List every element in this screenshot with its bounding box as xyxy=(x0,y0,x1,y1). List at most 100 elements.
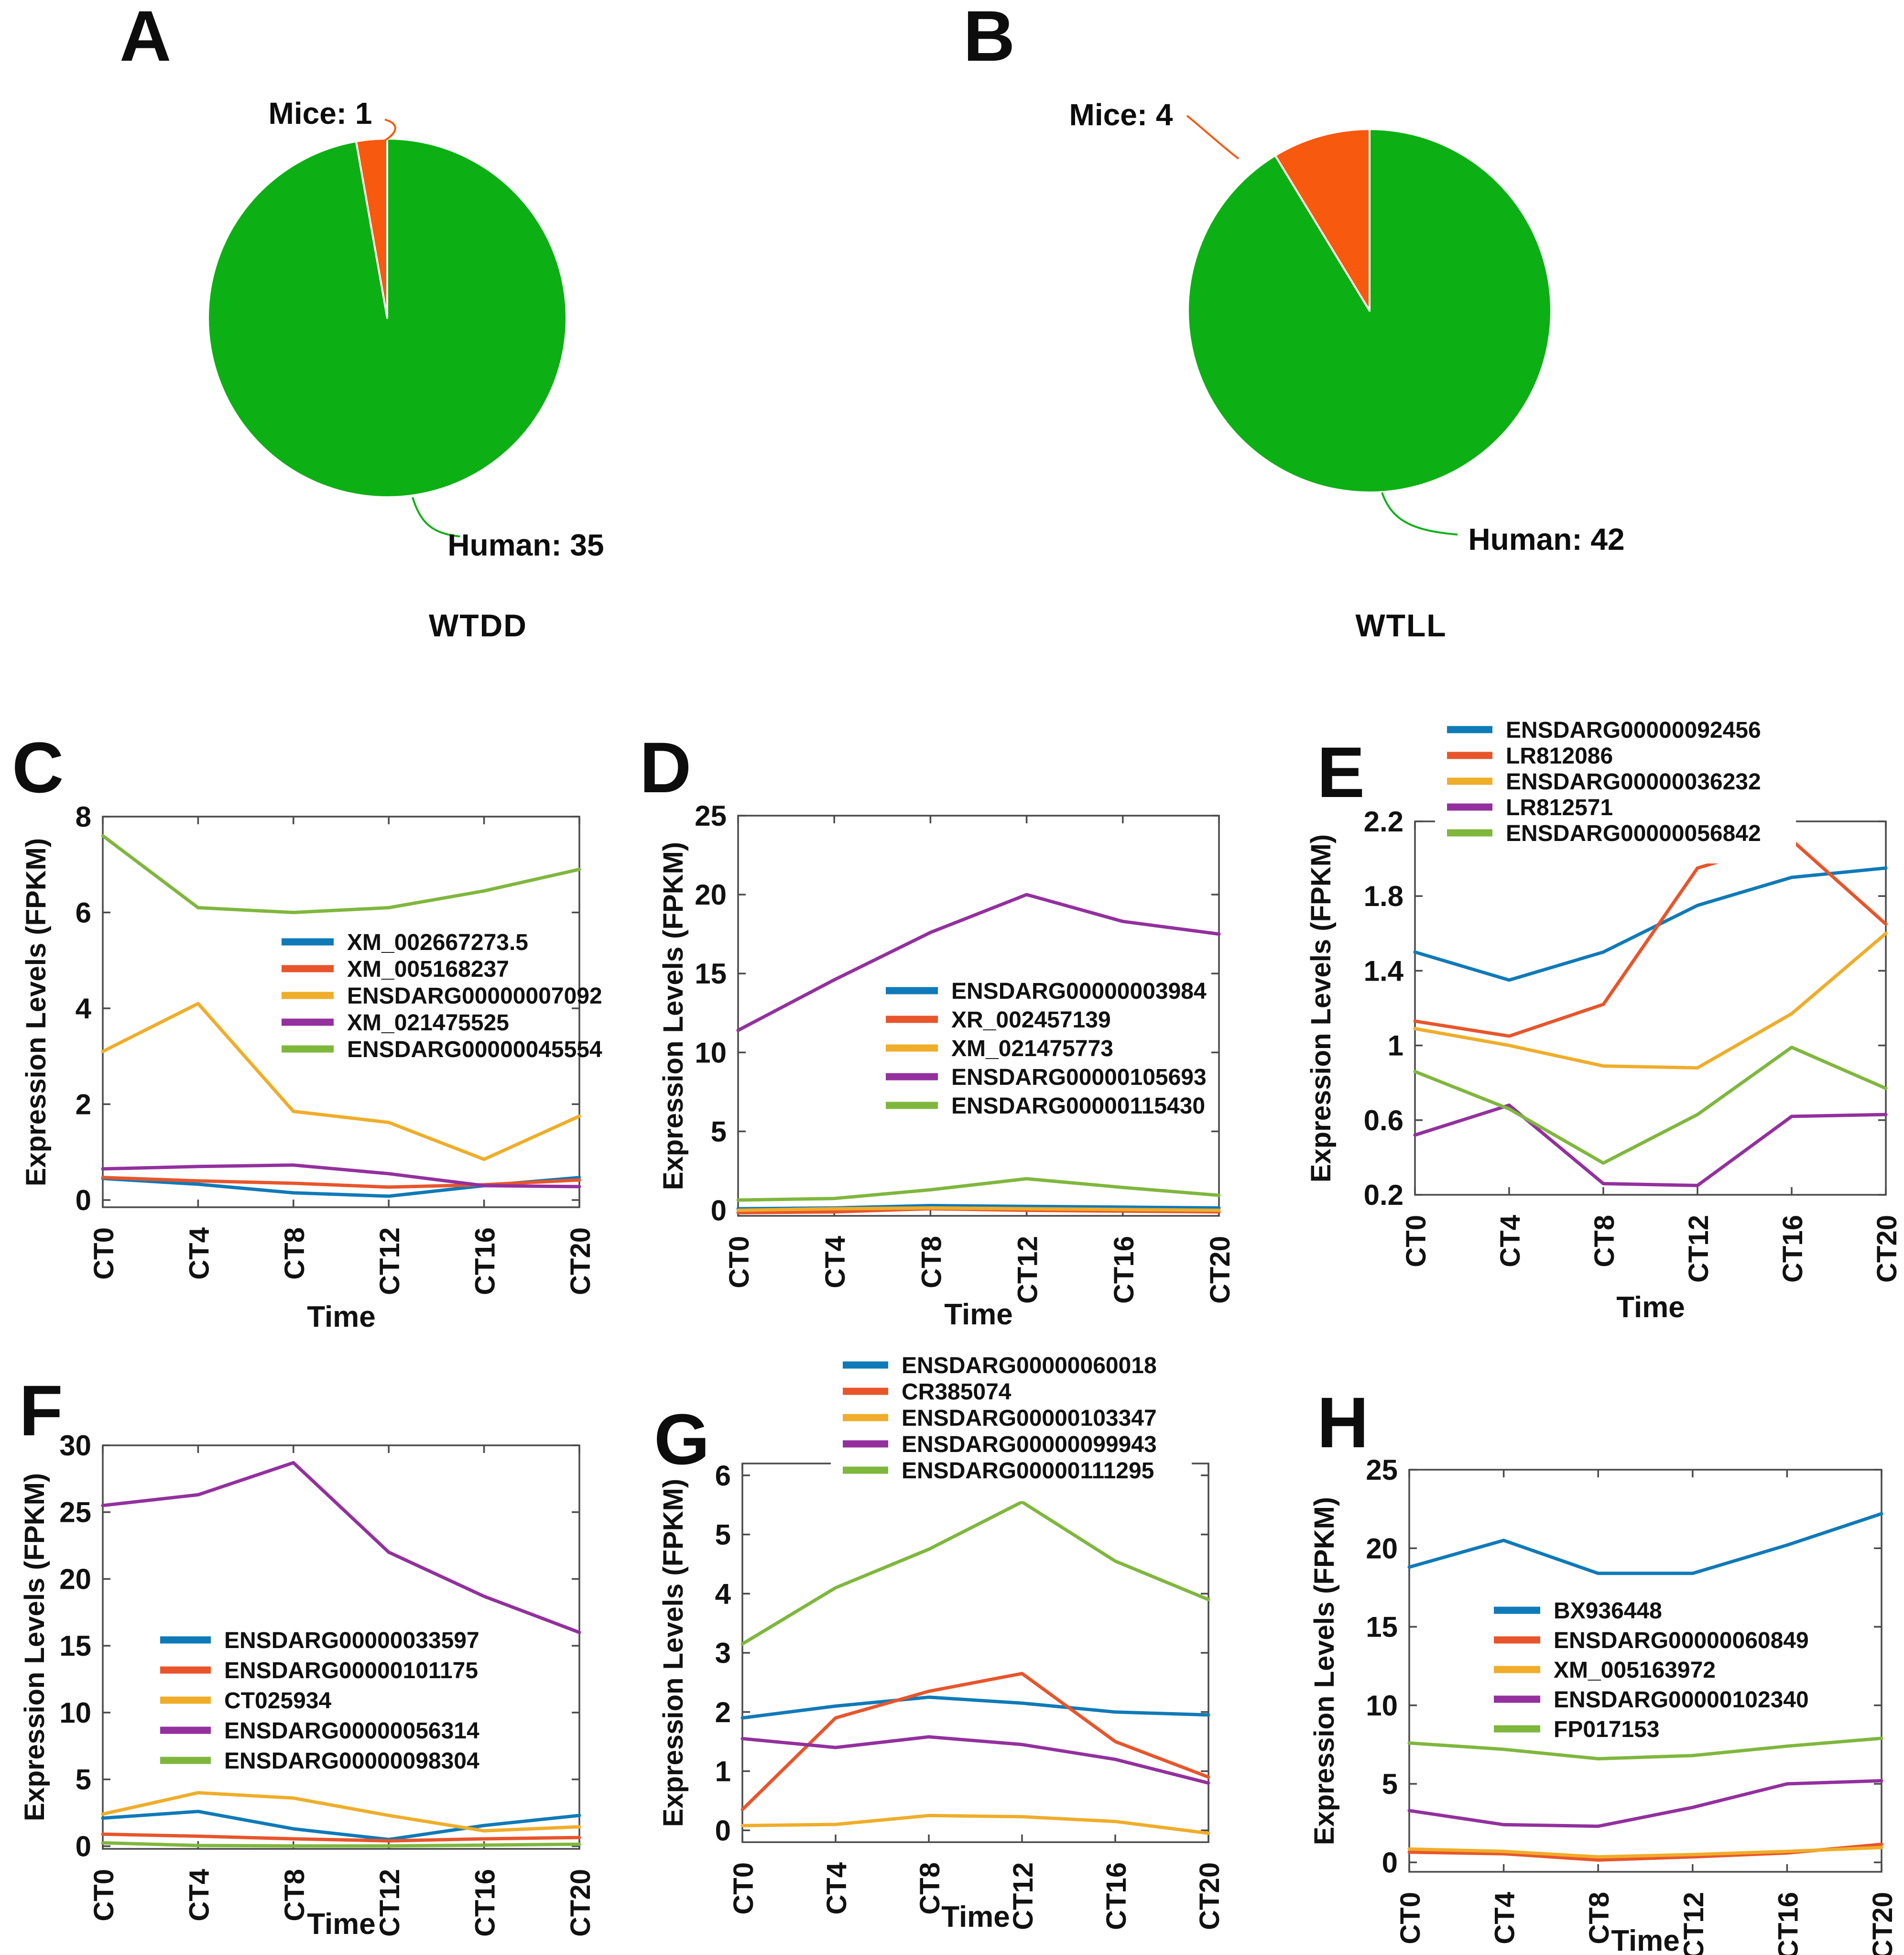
legend-label: LR812086 xyxy=(1506,743,1613,769)
x-axis-label: Time xyxy=(1616,1291,1685,1324)
y-tick-label: 0 xyxy=(1382,1846,1398,1879)
series-line-ENSDARG00000056842 xyxy=(1413,1046,1888,1165)
legend-background xyxy=(1435,710,1796,863)
pie-title-wtll: WTLL xyxy=(1355,608,1447,643)
legend-label: XR_002457139 xyxy=(951,1007,1111,1033)
legend-label: XM_005163972 xyxy=(1554,1658,1716,1683)
panel-letter-c: C xyxy=(12,727,64,808)
legend-label: ENSDARG00000111295 xyxy=(902,1458,1154,1484)
x-tick-label: CT16 xyxy=(1101,1862,1132,1930)
y-tick-label: 2 xyxy=(715,1696,731,1728)
series-line-ENSDARG00000033597 xyxy=(101,1810,581,1841)
series-line-ENSDARG00000102340 xyxy=(1407,1779,1883,1828)
series-line-ENSDARG00000115430 xyxy=(736,1177,1221,1202)
y-axis-label: Expression Levels (FPKM) xyxy=(1306,834,1337,1182)
legend-label: XM_002667273.5 xyxy=(347,930,528,955)
pie-slice-0 xyxy=(1274,128,1371,312)
y-tick-label: 0 xyxy=(76,1830,91,1862)
panel-a-pie-wtdd: A Mice: 1 Human: 35 WTDD xyxy=(0,0,952,684)
x-tick-label: CT12 xyxy=(1678,1892,1709,1955)
legend-background xyxy=(831,1353,1192,1501)
label-leader-line xyxy=(1186,115,1240,160)
series-line-ENSDARG00000045554 xyxy=(101,834,581,914)
series-line-ENSDARG00000111295 xyxy=(740,1500,1210,1646)
y-tick-label: 5 xyxy=(711,1115,727,1147)
legend-label: CT025934 xyxy=(224,1688,331,1714)
series-line-LR812086 xyxy=(1413,838,1888,1038)
pie-slice-1 xyxy=(1187,128,1553,493)
panel-d-line-chart: D 0 5 10 15 20 25 CT0 CT4 CT8 CT12 CT16 CT20 ENSDARG… xyxy=(635,684,1269,1353)
y-tick-label: 1.4 xyxy=(1364,955,1404,987)
pie-slice-label-mice: Mice: 1 xyxy=(268,96,372,131)
plot-frame xyxy=(1408,1469,1882,1873)
legend-label: FP017153 xyxy=(1554,1717,1660,1742)
y-tick-label: 2 xyxy=(76,1088,91,1120)
y-tick-label: 25 xyxy=(695,800,727,832)
legend-label: ENSDARG00000105693 xyxy=(951,1065,1207,1090)
x-axis-label: Time xyxy=(944,1298,1013,1331)
y-tick-label: 5 xyxy=(1382,1768,1398,1800)
y-tick-label: 20 xyxy=(1366,1532,1398,1564)
pie-slice-label-mice: Mice: 4 xyxy=(1069,98,1173,132)
legend-label: XM_021475773 xyxy=(951,1036,1113,1061)
line-chart-h: 0 5 10 15 20 25 CT0 CT4 CT8 CT12 CT16 CT20 BX936448 E… xyxy=(1309,1454,1898,1955)
legend-label: LR812571 xyxy=(1506,795,1613,820)
line-chart-c: 0 2 4 6 8 CT0 CT4 CT8 CT12 CT16 CT20 XM_002667273.5… xyxy=(21,801,602,1333)
x-tick-label: CT0 xyxy=(1401,1215,1432,1267)
panel-e-line-chart: E 0.2 0.6 1 1.4 1.8 2.2 CT0 CT4 CT8 CT12 CT16 CT20 E… xyxy=(1269,684,1904,1353)
y-axis-label: Expression Levels (FPKM) xyxy=(1309,1497,1340,1845)
y-tick-label: 2.2 xyxy=(1364,806,1404,838)
x-tick-label: CT0 xyxy=(88,1869,120,1922)
legend-label: ENSDARG00000092456 xyxy=(1506,718,1761,743)
y-tick-label: 0 xyxy=(76,1184,91,1216)
y-tick-label: 10 xyxy=(695,1037,727,1069)
series-line-XM_021475773 xyxy=(736,1206,1221,1212)
x-tick-label: CT12 xyxy=(374,1227,405,1295)
y-tick-label: 1.8 xyxy=(1364,880,1404,912)
legend-label: ENSDARG00000098304 xyxy=(224,1748,479,1774)
y-axis-label: Expression Levels (FPKM) xyxy=(658,842,689,1190)
panel-letter-a: A xyxy=(120,0,172,76)
series-line-XM_021475525 xyxy=(101,1163,581,1189)
x-tick-label: CT16 xyxy=(1777,1215,1808,1283)
x-tick-label: CT0 xyxy=(724,1236,755,1289)
legend-label: ENSDARG00000101175 xyxy=(224,1658,478,1683)
pie-title-wtdd: WTDD xyxy=(429,608,527,643)
y-tick-label: 8 xyxy=(76,801,91,833)
y-tick-label: 6 xyxy=(715,1460,731,1492)
legend-label: ENSDARG00000033597 xyxy=(224,1628,479,1653)
panel-letter-e: E xyxy=(1317,732,1365,812)
x-tick-label: CT0 xyxy=(728,1862,759,1915)
x-tick-label: CT4 xyxy=(184,1869,215,1922)
series-line-ENSDARG00000105693 xyxy=(736,893,1221,1032)
y-tick-label: 20 xyxy=(59,1563,91,1595)
x-tick-label: CT4 xyxy=(1490,1892,1521,1944)
x-tick-label: CT4 xyxy=(1495,1215,1526,1267)
x-axis-label: Time xyxy=(941,1900,1010,1933)
x-tick-label: CT20 xyxy=(565,1227,596,1295)
series-line-BX936448 xyxy=(1407,1512,1883,1575)
legend-label: ENSDARG00000060849 xyxy=(1554,1628,1809,1653)
y-tick-label: 1 xyxy=(1388,1030,1404,1062)
pie-slice-1 xyxy=(207,138,567,498)
x-tick-label: CT8 xyxy=(916,1236,947,1289)
panel-letter-d: D xyxy=(640,727,692,808)
legend-label: ENSDARG00000056314 xyxy=(224,1718,479,1744)
y-tick-label: 15 xyxy=(1366,1611,1398,1643)
y-tick-label: 0.6 xyxy=(1364,1104,1404,1136)
panel-h-line-chart: H 0 5 10 15 20 25 CT0 CT4 CT8 CT12 CT16 CT20 BX93644… xyxy=(1269,1353,1904,1955)
legend-label: ENSDARG00000045554 xyxy=(347,1037,602,1062)
x-tick-label: CT12 xyxy=(1012,1236,1044,1304)
y-tick-label: 0.2 xyxy=(1364,1179,1404,1211)
y-tick-label: 0 xyxy=(711,1194,727,1226)
series-line-FP017153 xyxy=(1407,1737,1883,1760)
panel-f-line-chart: F 0 5 10 15 20 25 30 CT0 CT4 CT8 CT12 CT16 CT20 ENSDA… xyxy=(0,1353,635,1955)
panel-letter-f: F xyxy=(19,1370,63,1451)
x-tick-label: CT4 xyxy=(184,1227,215,1280)
x-tick-label: CT4 xyxy=(821,1862,852,1915)
x-tick-label: CT16 xyxy=(1773,1892,1804,1955)
x-tick-label: CT4 xyxy=(820,1236,851,1289)
x-tick-label: CT0 xyxy=(1395,1892,1426,1944)
panel-b-pie-wtll: B Mice: 4 Human: 42 WTLL xyxy=(952,0,1904,684)
legend-label: XM_005168237 xyxy=(347,957,509,982)
